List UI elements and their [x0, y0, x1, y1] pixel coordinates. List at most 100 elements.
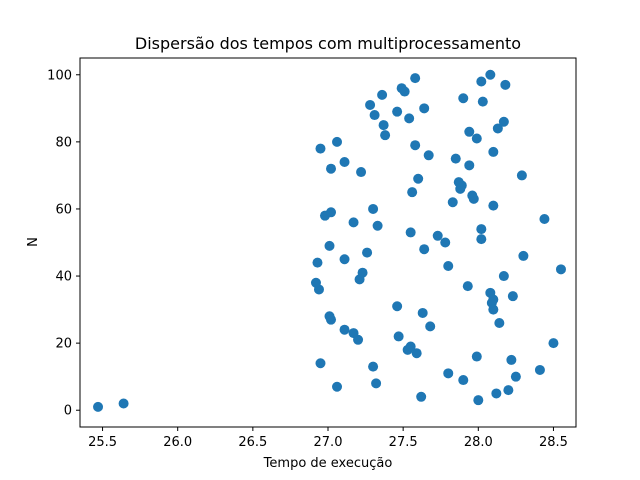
data-point — [410, 73, 421, 84]
data-point — [450, 153, 461, 164]
data-point — [118, 398, 129, 409]
data-point — [410, 140, 421, 151]
data-point — [368, 361, 379, 372]
data-point — [477, 96, 488, 107]
x-tick-label: 27.0 — [314, 435, 343, 450]
points-layer — [93, 69, 566, 412]
data-point — [393, 331, 404, 342]
data-point — [419, 244, 430, 255]
data-point — [485, 69, 496, 80]
data-point — [324, 240, 335, 251]
data-point — [498, 271, 509, 282]
data-point — [356, 167, 367, 178]
data-point — [357, 267, 368, 278]
x-tick-label: 27.5 — [389, 435, 418, 450]
data-point — [339, 324, 350, 335]
data-point — [464, 126, 475, 137]
data-point — [405, 227, 416, 238]
data-point — [510, 371, 521, 382]
data-point — [416, 391, 427, 402]
data-point — [534, 364, 545, 375]
data-point — [443, 260, 454, 271]
y-tick-label: 20 — [55, 337, 72, 352]
x-tick-label: 26.0 — [163, 435, 192, 450]
x-tick-label: 28.0 — [464, 435, 493, 450]
data-point — [464, 160, 475, 171]
data-point — [315, 358, 326, 369]
data-point — [548, 338, 559, 349]
data-point — [396, 83, 407, 94]
data-point — [423, 150, 434, 161]
data-point — [488, 200, 499, 211]
x-tick-label: 28.5 — [539, 435, 568, 450]
data-point — [498, 116, 509, 127]
data-point — [476, 224, 487, 235]
data-point — [372, 220, 383, 231]
data-point — [93, 401, 104, 412]
data-point — [332, 381, 343, 392]
data-point — [500, 79, 511, 90]
data-point — [407, 187, 418, 198]
x-tick-label: 25.5 — [88, 435, 117, 450]
data-point — [506, 354, 517, 365]
y-tick-label: 40 — [55, 270, 72, 285]
data-point — [339, 254, 350, 265]
y-axis: 0 20 40 60 80 100 — [47, 68, 80, 419]
data-point — [348, 328, 359, 339]
data-point — [492, 123, 503, 134]
data-point — [458, 93, 469, 104]
data-point — [326, 163, 337, 174]
data-point — [440, 237, 451, 248]
data-point — [392, 301, 403, 312]
chart-title: Dispersão dos tempos com multiprocessame… — [135, 34, 521, 53]
data-point — [425, 321, 436, 332]
data-point — [453, 177, 464, 188]
data-point — [518, 250, 529, 261]
data-point — [326, 207, 337, 218]
data-point — [362, 247, 373, 258]
data-point — [404, 113, 415, 124]
data-point — [462, 281, 473, 292]
data-point — [476, 76, 487, 87]
data-point — [503, 385, 514, 396]
data-point — [411, 348, 422, 359]
data-point — [417, 307, 428, 318]
data-point — [447, 197, 458, 208]
x-axis: 25.5 26.0 26.5 27.0 27.5 28.0 28.5 — [88, 427, 568, 450]
data-point — [507, 291, 518, 302]
data-point — [471, 351, 482, 362]
y-tick-label: 0 — [64, 404, 72, 419]
data-point — [473, 395, 484, 406]
data-point — [419, 103, 430, 114]
data-point — [494, 318, 505, 329]
data-point — [539, 214, 550, 225]
data-point — [368, 203, 379, 214]
data-point — [380, 130, 391, 141]
data-point — [485, 287, 496, 298]
data-point — [378, 120, 389, 131]
data-point — [392, 106, 403, 117]
x-axis-title: Tempo de execução — [263, 456, 393, 471]
data-point — [348, 217, 359, 228]
y-axis-title: N — [26, 237, 41, 247]
y-tick-label: 100 — [47, 68, 72, 83]
data-point — [432, 230, 443, 241]
data-point — [324, 311, 335, 322]
data-point — [413, 173, 424, 184]
data-point — [369, 110, 380, 121]
x-tick-label: 26.5 — [238, 435, 267, 450]
data-point — [471, 133, 482, 144]
y-tick-label: 60 — [55, 202, 72, 217]
data-point — [467, 190, 478, 201]
data-point — [339, 156, 350, 167]
data-point — [310, 277, 321, 288]
data-point — [491, 388, 502, 399]
data-point — [555, 264, 566, 275]
data-point — [405, 341, 416, 352]
data-point — [476, 234, 487, 245]
data-point — [312, 257, 323, 268]
data-point — [315, 143, 326, 154]
data-point — [371, 378, 382, 389]
data-point — [377, 89, 388, 100]
